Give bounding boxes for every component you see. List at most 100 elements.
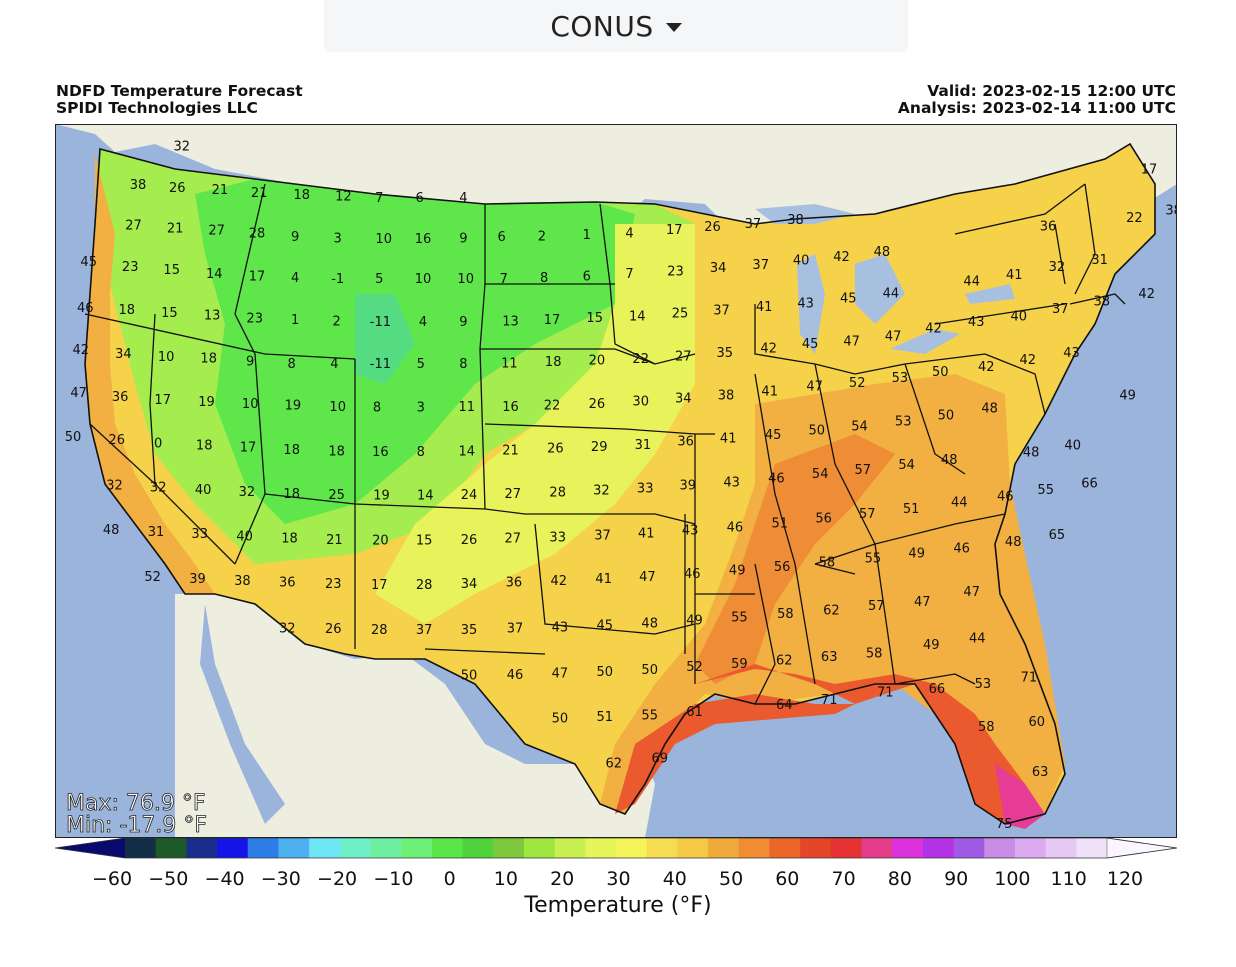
colorbar-tick-label: 40	[662, 868, 687, 890]
temperature-value: 8	[373, 401, 381, 416]
colorbar-cell	[953, 838, 985, 858]
lake-ontario	[965, 284, 1015, 304]
temperature-value: 27	[675, 349, 692, 364]
temperature-value: 2	[538, 229, 546, 244]
temperature-value: 65	[1049, 528, 1066, 543]
temperature-value: 26	[589, 397, 606, 412]
temperature-value: 33	[191, 527, 208, 542]
temperature-value: -11	[370, 315, 391, 330]
colorbar-cell	[616, 838, 648, 858]
temperature-value: 15	[161, 306, 178, 321]
temperature-value: 52	[144, 570, 161, 585]
temperature-value: 42	[1020, 353, 1037, 368]
temperature-value: 11	[501, 357, 518, 372]
colorbar-tick-label: 10	[493, 868, 518, 890]
temperature-value: 71	[877, 686, 894, 701]
region-dropdown-label: CONUS	[550, 9, 654, 43]
temperature-value: 27	[208, 224, 225, 239]
analysis-time: Analysis: 2023-02-14 11:00 UTC	[897, 99, 1176, 117]
map-timestamps: Valid: 2023-02-15 12:00 UTC Analysis: 20…	[898, 83, 1176, 117]
temperature-value: -1	[331, 272, 344, 287]
temperature-value: 4	[459, 191, 467, 206]
temperature-value: 38	[234, 574, 251, 589]
temperature-value: 8	[540, 271, 548, 286]
temperature-value: 33	[549, 531, 566, 546]
colorbar-cell	[1014, 838, 1047, 858]
temperature-value: 23	[122, 260, 139, 275]
temperature-value: 41	[756, 300, 773, 315]
temperature-value: 51	[772, 516, 789, 531]
temperature-value: 10	[329, 400, 346, 415]
temperature-value: 47	[552, 666, 569, 681]
temperature-value: 71	[821, 693, 838, 708]
temperature-value: 56	[815, 511, 832, 526]
temperature-value: 14	[206, 267, 223, 282]
temperature-value: 69	[652, 751, 669, 766]
temperature-value: 5	[375, 272, 383, 287]
map-frame	[55, 124, 1177, 838]
temperature-value: 51	[903, 502, 920, 517]
temperature-value: 43	[723, 476, 740, 491]
colorbar-tick-label: 80	[887, 868, 912, 890]
temperature-value: 46	[768, 471, 785, 486]
temperature-value: 48	[641, 616, 658, 631]
lake-michigan	[797, 254, 825, 354]
temperature-value: 27	[505, 487, 522, 502]
colorbar-cell	[431, 838, 464, 858]
temperature-value: 18	[196, 439, 213, 454]
colorbar-cell	[462, 838, 494, 858]
temperature-value: 14	[417, 489, 434, 504]
temperature-value: 20	[589, 354, 606, 369]
temperature-value: 47	[806, 379, 823, 394]
temperature-value: 62	[823, 604, 840, 619]
temperature-value: 19	[373, 489, 390, 504]
temperature-value: 21	[326, 533, 343, 548]
temperature-value: 22	[632, 352, 649, 367]
temperature-value: 2	[332, 314, 340, 329]
temperature-value: 59	[731, 657, 748, 672]
lake-erie	[890, 329, 960, 354]
temperature-value: 21	[167, 222, 184, 237]
temperature-value: 37	[745, 217, 762, 232]
temperature-value: 15	[416, 534, 433, 549]
temperature-value: 63	[1032, 765, 1049, 780]
temperature-value: 21	[502, 444, 519, 459]
temperature-value: 58	[819, 556, 836, 571]
temperature-value: 46	[507, 668, 524, 683]
temperature-value: 40	[1064, 439, 1081, 454]
temperature-value: 28	[371, 623, 388, 638]
temperature-value: 66	[929, 682, 946, 697]
temperature-value: 17	[371, 578, 388, 593]
temperature-value: 55	[731, 611, 748, 626]
temperature-value: 8	[459, 357, 467, 372]
temperature-value: 42	[925, 322, 942, 337]
region-dropdown[interactable]: CONUS	[324, 0, 908, 52]
temperature-value: 3	[417, 401, 425, 416]
temperature-value: 50	[641, 663, 658, 678]
temperature-value: 19	[198, 395, 215, 410]
temperature-value: 45	[840, 292, 857, 307]
temperature-value: 49	[923, 638, 940, 653]
temperature-value: 37	[752, 258, 769, 273]
temperature-value: 44	[963, 274, 980, 289]
temperature-value: 32	[174, 139, 191, 154]
temperature-value: 58	[978, 720, 995, 735]
mexico-land	[175, 594, 655, 838]
colorbar-cell	[1045, 838, 1077, 858]
temperature-value: 14	[629, 309, 646, 324]
temperature-value: 37	[1052, 302, 1069, 317]
temperature-value: 43	[797, 297, 814, 312]
temperature-value: 54	[898, 458, 915, 473]
temperature-value: 12	[335, 189, 352, 204]
temperature-value: 39	[189, 572, 206, 587]
colorbar-cell	[922, 838, 955, 858]
colorbar-cell	[125, 838, 157, 858]
temperature-value: 9	[459, 315, 467, 330]
temperature-value: 47	[639, 570, 656, 585]
temperature-value: 52	[849, 376, 866, 391]
temperature-value: 50	[65, 430, 82, 445]
temperature-value: 32	[239, 485, 256, 500]
temperature-value: 1	[291, 313, 299, 328]
temperature-value: 17	[544, 313, 561, 328]
